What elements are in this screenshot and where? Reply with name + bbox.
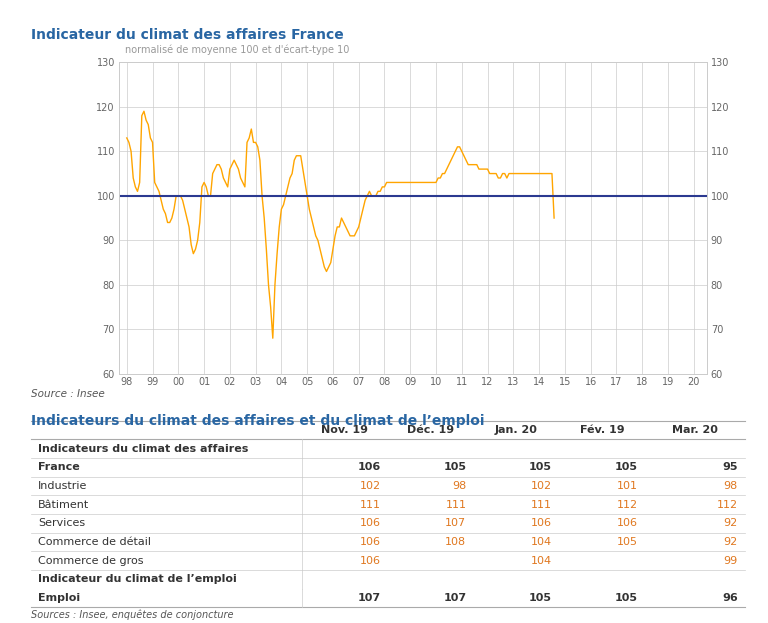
Text: Commerce de gros: Commerce de gros <box>38 556 144 566</box>
Text: Déc. 19: Déc. 19 <box>407 425 454 435</box>
Text: 98: 98 <box>452 481 466 491</box>
Text: 92: 92 <box>723 537 738 547</box>
Text: 107: 107 <box>445 518 466 528</box>
Text: 111: 111 <box>445 500 466 510</box>
Text: 102: 102 <box>359 481 381 491</box>
Text: 95: 95 <box>723 462 738 472</box>
Text: 105: 105 <box>443 462 466 472</box>
Text: Indicateur du climat des affaires France: Indicateur du climat des affaires France <box>31 28 343 42</box>
Text: 96: 96 <box>722 593 738 603</box>
Text: Indicateur du climat de l’emploi: Indicateur du climat de l’emploi <box>38 574 237 584</box>
Text: Emploi: Emploi <box>38 593 80 603</box>
Text: 105: 105 <box>529 593 552 603</box>
Text: 92: 92 <box>723 518 738 528</box>
Text: 107: 107 <box>443 593 466 603</box>
Text: 108: 108 <box>445 537 466 547</box>
Text: 105: 105 <box>615 462 637 472</box>
Text: 104: 104 <box>531 537 552 547</box>
Text: 111: 111 <box>359 500 381 510</box>
Text: 106: 106 <box>359 556 381 566</box>
Text: 102: 102 <box>531 481 552 491</box>
Text: Fév. 19: Fév. 19 <box>580 425 624 435</box>
Text: France: France <box>38 462 80 472</box>
Text: 98: 98 <box>723 481 738 491</box>
Text: 112: 112 <box>717 500 738 510</box>
Text: 106: 106 <box>357 462 381 472</box>
Text: Commerce de détail: Commerce de détail <box>38 537 151 547</box>
Text: Jan. 20: Jan. 20 <box>495 425 538 435</box>
Text: 106: 106 <box>617 518 637 528</box>
Text: 105: 105 <box>617 537 637 547</box>
Text: Indicateurs du climat des affaires et du climat de l’emploi: Indicateurs du climat des affaires et du… <box>31 414 484 428</box>
Text: Source : Insee: Source : Insee <box>31 389 104 399</box>
Text: Industrie: Industrie <box>38 481 88 491</box>
Text: 107: 107 <box>358 593 381 603</box>
Text: normalisé de moyenne 100 et d'écart-type 10: normalisé de moyenne 100 et d'écart-type… <box>125 44 349 55</box>
Text: Indicateurs du climat des affaires: Indicateurs du climat des affaires <box>38 444 248 454</box>
Text: 104: 104 <box>531 556 552 566</box>
Text: 99: 99 <box>723 556 738 566</box>
Text: 111: 111 <box>531 500 552 510</box>
Text: Nov. 19: Nov. 19 <box>322 425 369 435</box>
Text: 106: 106 <box>531 518 552 528</box>
Text: Mar. 20: Mar. 20 <box>672 425 718 435</box>
Text: Sources : Insee, enquêtes de conjoncture: Sources : Insee, enquêtes de conjoncture <box>31 609 233 620</box>
Text: 106: 106 <box>359 518 381 528</box>
Text: Services: Services <box>38 518 85 528</box>
Text: 106: 106 <box>359 537 381 547</box>
Text: 101: 101 <box>617 481 637 491</box>
Text: 105: 105 <box>615 593 637 603</box>
Text: 105: 105 <box>529 462 552 472</box>
Text: 112: 112 <box>617 500 637 510</box>
Text: Bâtiment: Bâtiment <box>38 500 89 510</box>
